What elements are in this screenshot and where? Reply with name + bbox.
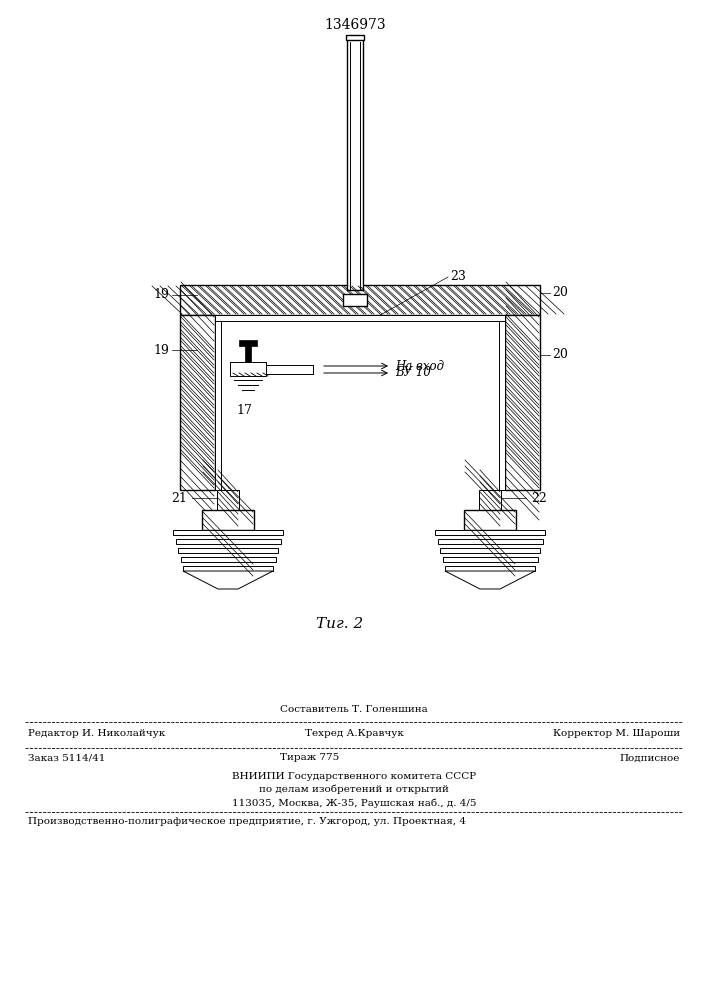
Bar [346, 35, 364, 40]
Bar [173, 530, 283, 535]
Text: 19: 19 [153, 288, 169, 302]
Bar [343, 294, 367, 306]
Text: 20: 20 [552, 349, 568, 361]
Text: Составитель Т. Голеншина: Составитель Т. Голеншина [280, 705, 428, 714]
Text: Производственно-полиграфическое предприятие, г. Ужгород, ул. Проектная, 4: Производственно-полиграфическое предприя… [28, 818, 466, 826]
Text: Τиг. 2: Τиг. 2 [316, 617, 363, 631]
Bar [180, 315, 215, 490]
Text: 19: 19 [153, 344, 169, 357]
Bar [181, 557, 276, 562]
Bar [176, 539, 281, 544]
Text: БУ 10: БУ 10 [395, 366, 431, 379]
Text: 23: 23 [450, 270, 466, 284]
Bar [499, 321, 505, 490]
Bar [183, 566, 273, 571]
Bar [245, 346, 251, 362]
Text: Подписное: Подписное [619, 754, 680, 762]
Bar [215, 315, 505, 321]
Text: Техред А.Кравчук: Техред А.Кравчук [305, 730, 404, 738]
Text: 22: 22 [531, 491, 547, 504]
Text: Тираж 775: Тираж 775 [280, 754, 339, 762]
Bar [178, 548, 278, 553]
Bar [217, 490, 239, 510]
Bar [440, 548, 540, 553]
Text: На вход: На вход [395, 360, 444, 372]
Bar [505, 315, 540, 490]
Text: по делам изобретений и открытий: по делам изобретений и открытий [259, 785, 449, 794]
Text: 21: 21 [171, 491, 187, 504]
Text: 1346973: 1346973 [325, 18, 386, 32]
Bar [438, 539, 543, 544]
Bar [445, 566, 535, 571]
Bar [230, 362, 266, 376]
Bar [239, 340, 257, 346]
Text: Корректор М. Шароши: Корректор М. Шароши [553, 730, 680, 738]
Bar [215, 321, 221, 490]
Polygon shape [183, 571, 273, 589]
Bar [181, 286, 539, 314]
Text: Редактор И. Николайчук: Редактор И. Николайчук [28, 730, 165, 738]
Text: 20: 20 [552, 286, 568, 300]
Bar [435, 530, 545, 535]
Text: ВНИИПИ Государственного комитета СССР: ВНИИПИ Государственного комитета СССР [232, 772, 476, 781]
Bar [464, 510, 516, 530]
Bar [347, 38, 363, 290]
Text: 17: 17 [236, 404, 252, 417]
Bar [443, 557, 538, 562]
Bar [202, 510, 254, 530]
Bar [479, 490, 501, 510]
Text: 113035, Москва, Ж-35, Раушская наб., д. 4/5: 113035, Москва, Ж-35, Раушская наб., д. … [232, 798, 477, 808]
Bar [180, 285, 540, 315]
Text: Заказ 5114/41: Заказ 5114/41 [28, 754, 105, 762]
Polygon shape [445, 571, 535, 589]
